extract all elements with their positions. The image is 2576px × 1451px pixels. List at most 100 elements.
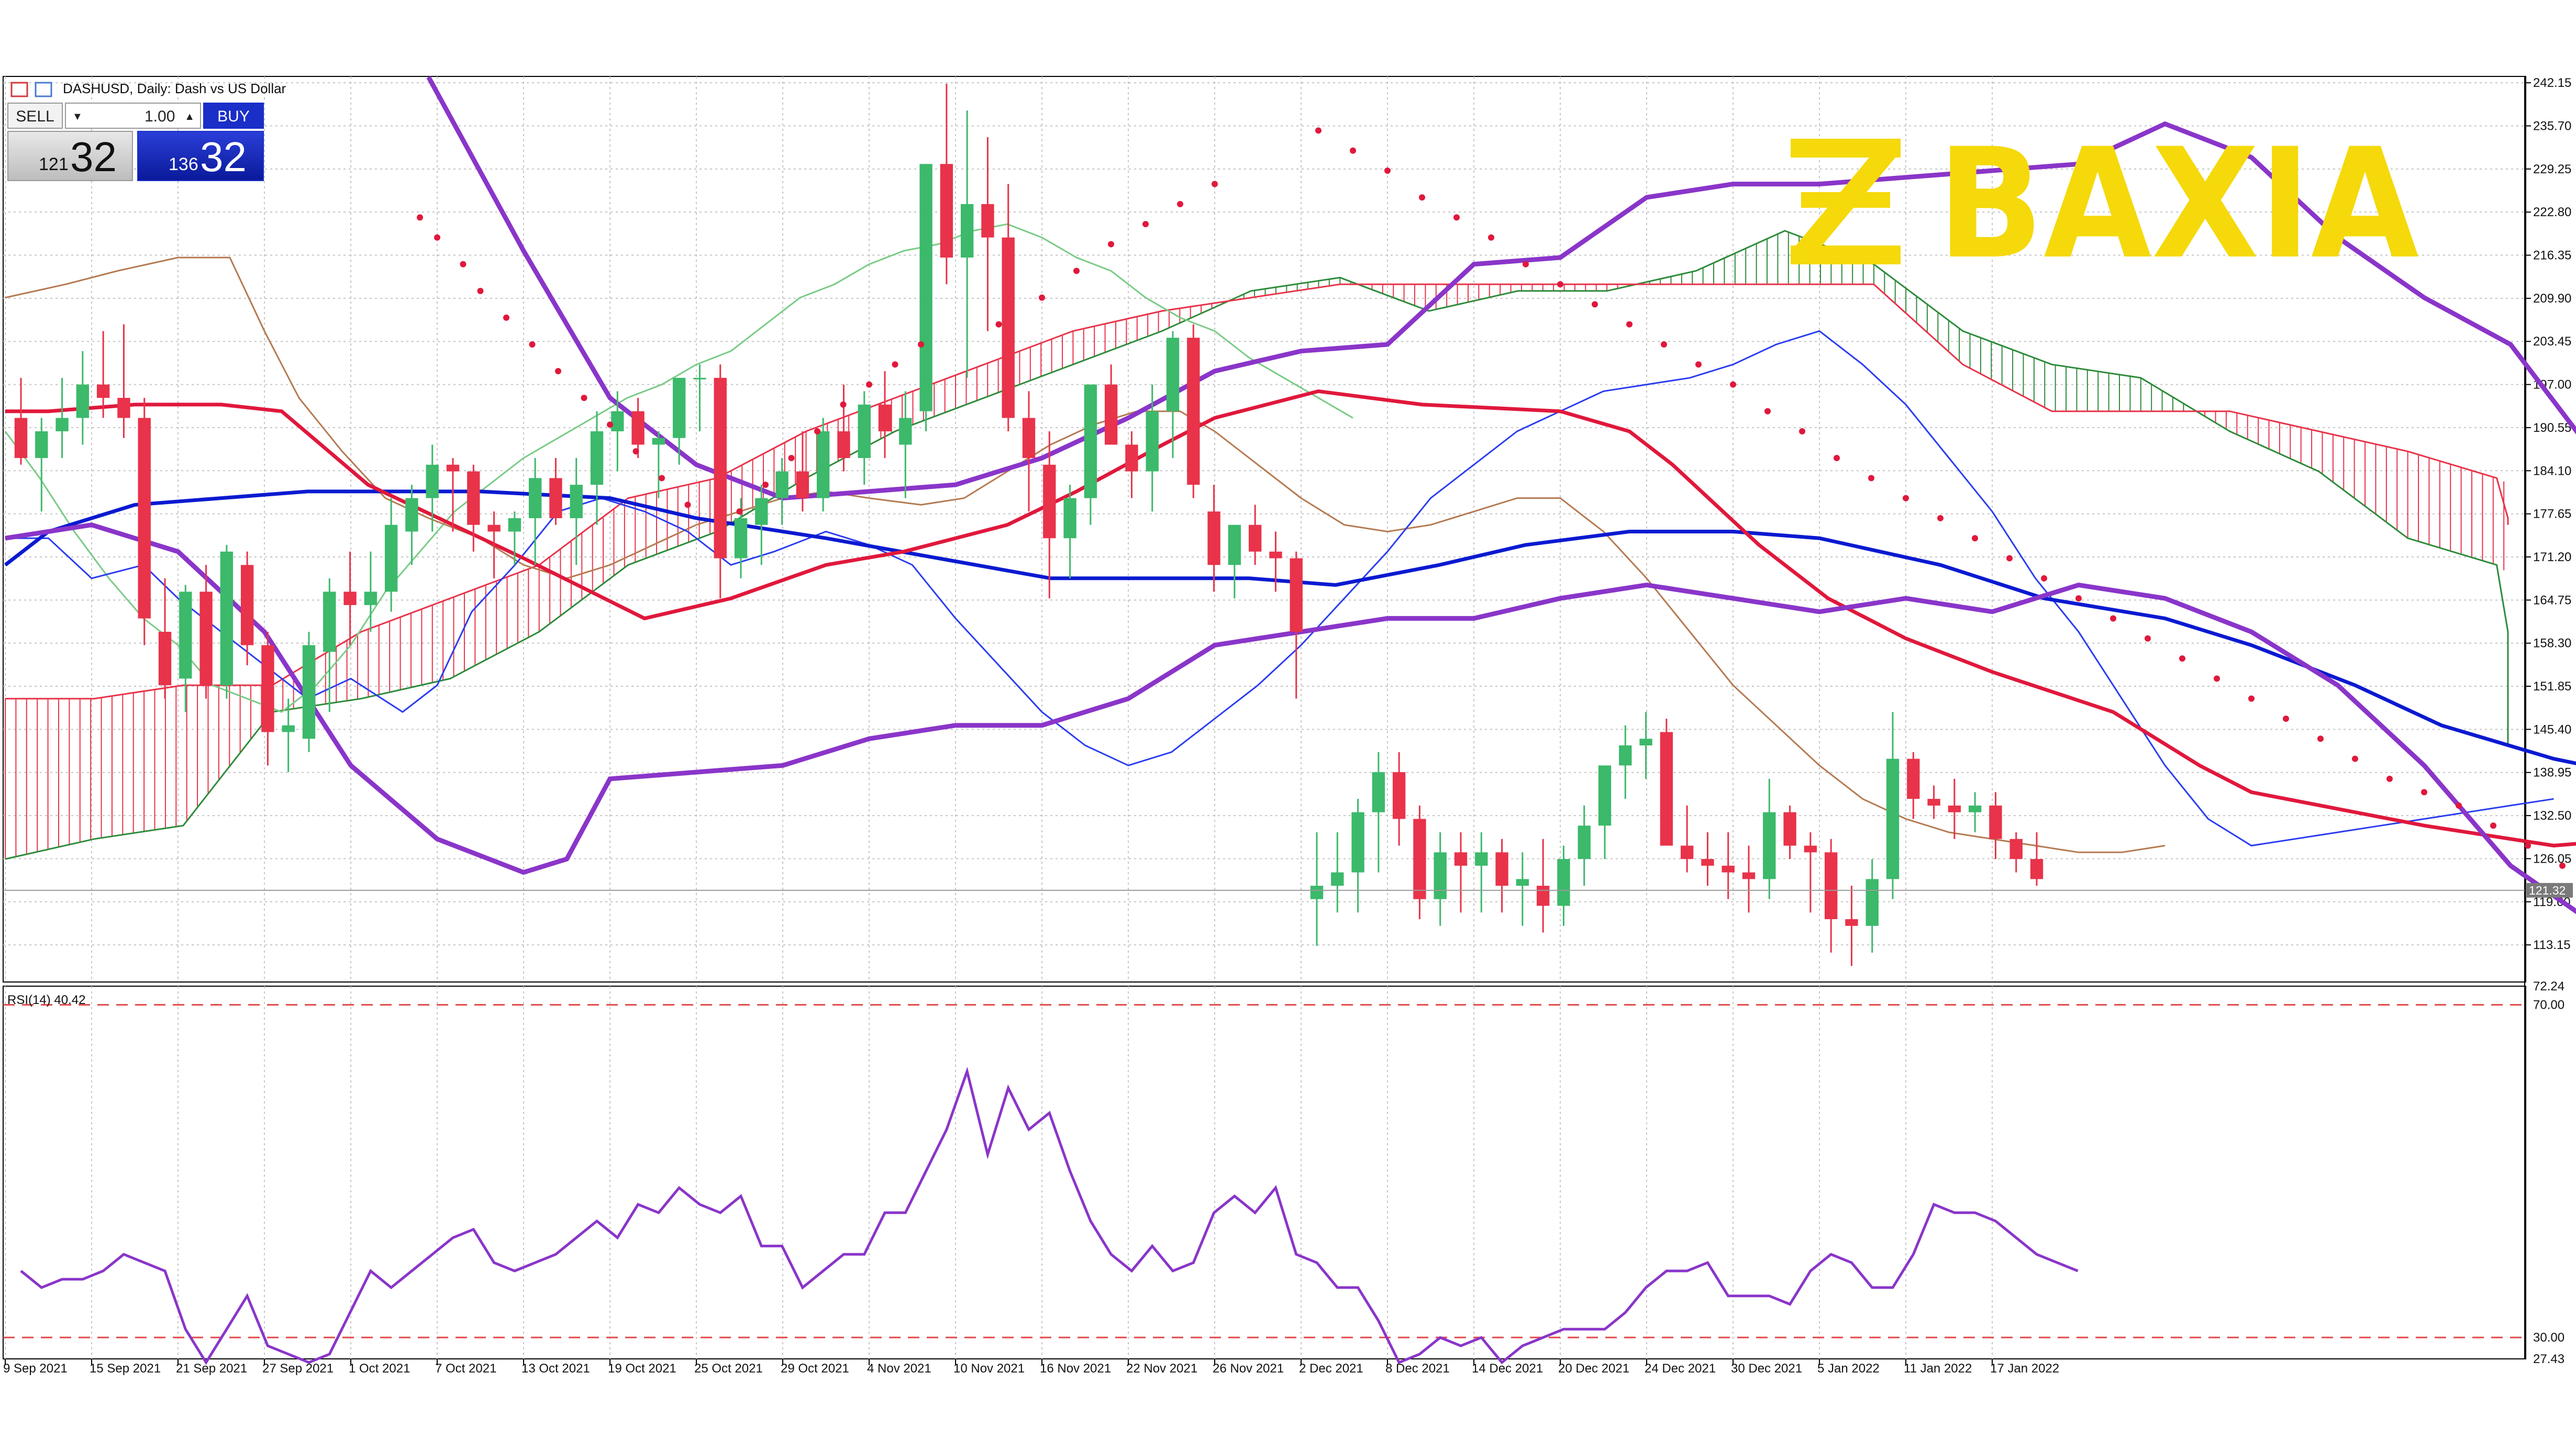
- candle-body: [426, 464, 439, 498]
- candle-body: [1866, 879, 1879, 926]
- candle: [1783, 805, 1796, 860]
- candle-body: [1248, 524, 1262, 552]
- x-tick-label: 26 Nov 2021: [1213, 1361, 1284, 1376]
- candle-body: [1084, 384, 1097, 498]
- y-tick-label: 190.55: [2533, 421, 2571, 435]
- candle-body: [1331, 872, 1344, 886]
- candle: [858, 391, 871, 485]
- candle: [35, 418, 48, 512]
- candle: [1536, 839, 1550, 933]
- candle-body: [1022, 418, 1036, 459]
- psar-dot: [607, 421, 613, 428]
- baxia-logo: BAXIA: [1791, 133, 2420, 270]
- candle: [1495, 839, 1508, 913]
- candle-body: [858, 404, 871, 459]
- candle-body: [446, 464, 460, 472]
- candle-body: [405, 498, 418, 532]
- candle-body: [796, 471, 809, 498]
- y-tick-label: 151.85: [2533, 679, 2571, 694]
- psar-dot: [2110, 615, 2116, 622]
- candle: [55, 377, 69, 459]
- candle: [179, 585, 192, 712]
- psar-dot: [2352, 755, 2358, 762]
- candle-body: [1824, 852, 1838, 919]
- buy-button[interactable]: BUY: [203, 103, 264, 129]
- psar-dot: [1937, 515, 1944, 521]
- lot-up-icon[interactable]: ▲: [184, 111, 195, 122]
- candle-body: [940, 164, 953, 258]
- candle-body: [220, 551, 234, 686]
- psar-dot: [1661, 341, 1667, 348]
- candle-body: [467, 471, 480, 525]
- y-tick-label: 209.90: [2533, 292, 2571, 306]
- psar-dot: [2317, 735, 2324, 742]
- x-tick-label: 8 Dec 2021: [1385, 1361, 1450, 1376]
- candle-body: [611, 411, 624, 431]
- candle-body: [755, 498, 768, 525]
- candle: [1104, 364, 1118, 445]
- y-tick-label: 184.10: [2533, 464, 2571, 478]
- candle-body: [1290, 558, 1303, 632]
- candle: [1619, 725, 1632, 799]
- candle: [1927, 785, 1940, 819]
- rsi-tick-label: 27.43: [2533, 1352, 2564, 1366]
- candle-body: [96, 384, 110, 398]
- candle: [816, 418, 830, 512]
- lot-size-field[interactable]: ▼ 1.00 ▲: [65, 103, 201, 129]
- candle-body: [528, 478, 542, 518]
- candle-body: [1207, 511, 1220, 565]
- sell-button[interactable]: SELL: [7, 103, 63, 129]
- psar-dot: [1350, 147, 1356, 154]
- psar-dot: [684, 501, 691, 508]
- candle-body: [1742, 872, 1756, 879]
- psar-dot: [632, 448, 639, 455]
- candle: [590, 411, 604, 525]
- candle-body: [570, 485, 583, 518]
- ask-quote[interactable]: 136 32: [137, 131, 264, 181]
- candle: [1886, 712, 1900, 899]
- psar-dot: [2006, 555, 2013, 562]
- psar-dot: [1592, 301, 1598, 308]
- rsi-panel-border: [3, 986, 2526, 1359]
- candle-body: [1146, 411, 1159, 472]
- candle-body: [199, 591, 213, 686]
- bid-quote[interactable]: 121 32: [7, 131, 133, 181]
- candle-body: [549, 478, 562, 518]
- candle-body: [1927, 799, 1940, 806]
- lot-size-value: 1.00: [145, 108, 175, 125]
- candle: [1002, 184, 1015, 431]
- psar-dot: [1972, 535, 1978, 542]
- psar-dot: [2559, 862, 2566, 869]
- candle: [981, 137, 994, 331]
- psar-dot: [2421, 789, 2427, 796]
- lot-dropdown-icon[interactable]: ▼: [72, 111, 83, 122]
- psar-dot: [1108, 241, 1114, 248]
- psar-dot: [659, 475, 665, 482]
- candle: [384, 498, 398, 612]
- candle: [1228, 524, 1241, 599]
- psar-dot: [2248, 695, 2255, 702]
- candle-body: [1660, 732, 1673, 846]
- candle-body: [1351, 812, 1364, 873]
- y-tick-label: 229.25: [2533, 162, 2571, 176]
- main-frame: [3, 76, 2526, 1359]
- tenkan-sen: [5, 330, 2554, 847]
- candle: [1722, 832, 1735, 899]
- main-grid: [3, 76, 2525, 982]
- candle: [1187, 324, 1200, 498]
- candle: [1742, 845, 1756, 913]
- candle: [96, 331, 110, 418]
- baxia-logo-mark: [1791, 139, 1901, 264]
- candle-body: [508, 518, 521, 532]
- psar-dot: [2145, 635, 2151, 642]
- psar-dot: [2283, 715, 2289, 722]
- candle-body: [878, 404, 892, 431]
- psar-dot: [1695, 361, 1702, 368]
- x-axis: 9 Sep 2021 15 Sep 2021 21 Sep 2021 27 Sep 2…: [3, 1359, 2059, 1376]
- candle-body: [1269, 551, 1282, 559]
- candle: [1207, 485, 1220, 592]
- moving-average-red: [5, 389, 2576, 848]
- candle: [549, 458, 562, 525]
- candle-body: [1043, 464, 1056, 539]
- candle-body: [1166, 338, 1180, 411]
